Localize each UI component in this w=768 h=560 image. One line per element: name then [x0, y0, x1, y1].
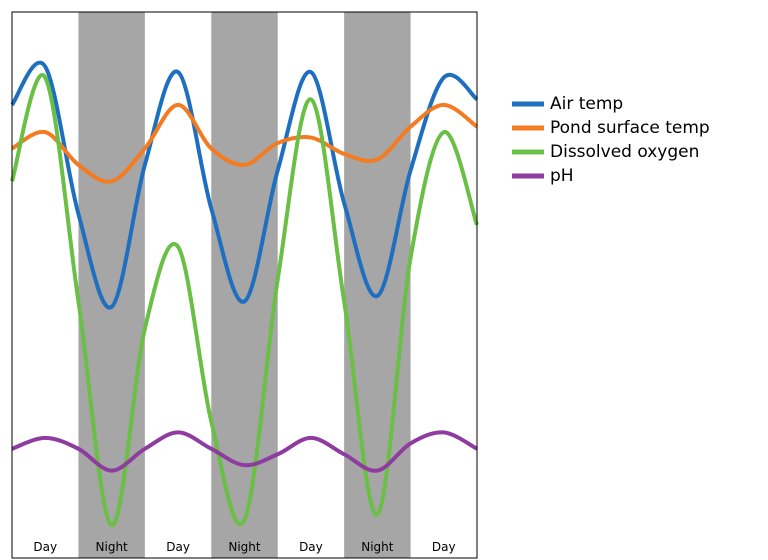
x-category-label: Night	[96, 540, 129, 554]
series-line	[10, 102, 479, 184]
x-category-label: Night	[228, 540, 261, 554]
plot-border	[11, 11, 478, 559]
x-category-label: Night	[361, 540, 394, 554]
legend-label: pH	[550, 166, 574, 186]
legend-label: Pond surface temp	[550, 118, 710, 138]
night-band	[344, 12, 411, 558]
x-category-label: Day	[166, 540, 190, 554]
legend-label: Air temp	[550, 94, 623, 114]
x-category-label: Day	[432, 540, 456, 554]
legend-label: Dissolved oxygen	[550, 142, 699, 162]
x-category-label: Day	[299, 540, 323, 554]
series-line	[10, 60, 479, 310]
series-line	[11, 430, 478, 473]
x-category-label: Day	[33, 540, 57, 554]
night-band	[78, 12, 145, 558]
series-line	[10, 73, 479, 528]
